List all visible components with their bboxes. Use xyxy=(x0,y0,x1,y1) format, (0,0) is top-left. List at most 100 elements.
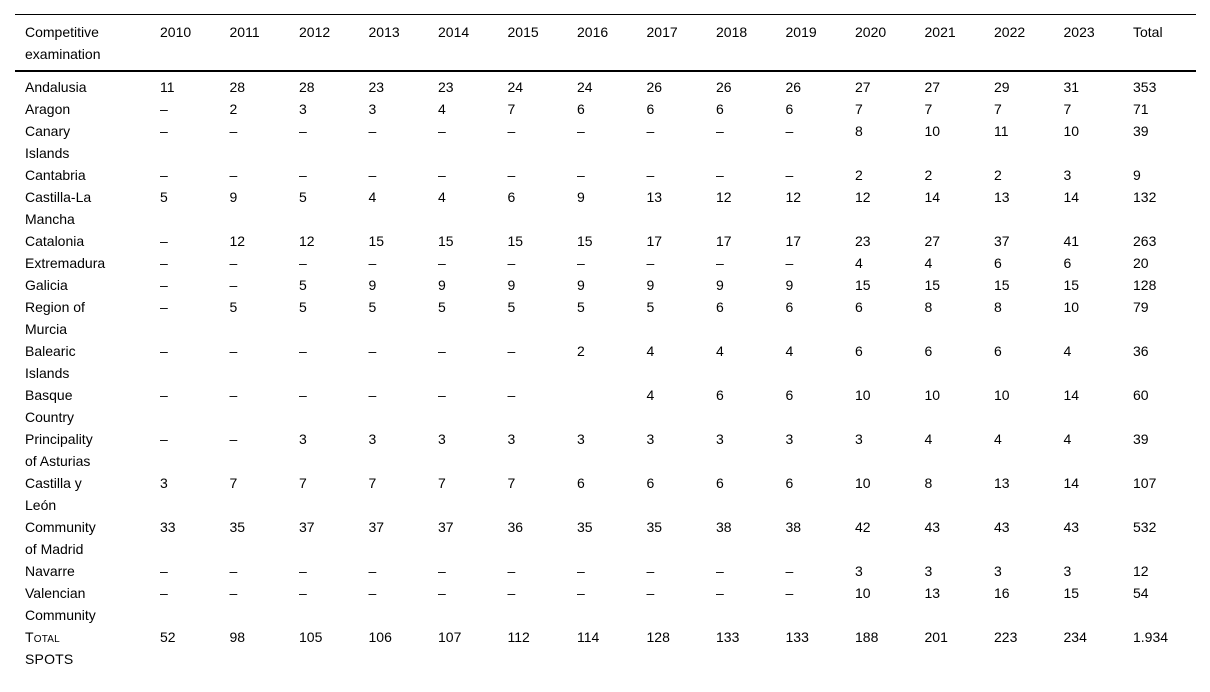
value-cell: 7 xyxy=(299,475,307,491)
value-cell: 15 xyxy=(577,233,593,249)
value-cell: – xyxy=(160,563,168,579)
value-cell: 4 xyxy=(785,343,794,359)
year-column-header: 2014 xyxy=(438,14,508,72)
value-cell: 3 xyxy=(1063,563,1072,579)
value-cell: – xyxy=(160,299,168,315)
value-cell: – xyxy=(160,101,168,117)
value-cell: 35 xyxy=(646,519,663,535)
value-cell: – xyxy=(160,277,168,293)
value-cell: 15 xyxy=(438,233,454,249)
region-cell: Total SPOTS xyxy=(25,629,74,667)
table-row: Castilla-La Mancha 5 9 5 4 4 6 9 13 12 12 12 14 13 14 1… xyxy=(15,186,1196,230)
value-cell: 11 xyxy=(160,79,175,95)
value-cell: – xyxy=(299,387,307,403)
value-cell: 43 xyxy=(924,519,941,535)
total-value-cell: 60 xyxy=(1133,387,1149,403)
value-cell: 23 xyxy=(368,79,385,95)
value-cell: 35 xyxy=(229,519,246,535)
table-row: Total SPOTS 52 98 105 106 107 112 114 128 133 133 1… xyxy=(15,626,1196,692)
value-cell: 5 xyxy=(160,189,168,205)
value-cell: – xyxy=(646,123,655,139)
value-cell: – xyxy=(646,255,655,271)
value-cell: – xyxy=(368,123,377,139)
value-cell: – xyxy=(368,255,377,271)
value-cell: 14 xyxy=(1063,475,1080,491)
value-cell: – xyxy=(299,255,307,271)
year-column-header: 2010 xyxy=(160,14,230,72)
value-cell: – xyxy=(368,585,377,601)
value-cell: 3 xyxy=(855,431,863,447)
region-cell: Catalonia xyxy=(25,233,85,249)
value-cell: 33 xyxy=(160,519,176,535)
year-column-header: 2013 xyxy=(368,14,438,72)
value-cell: 133 xyxy=(716,629,740,645)
value-cell: 6 xyxy=(646,475,655,491)
value-cell: 15 xyxy=(855,277,871,293)
total-value-cell: 20 xyxy=(1133,255,1149,271)
region-cell: Castilla-La Mancha xyxy=(25,189,92,227)
value-cell: 128 xyxy=(646,629,670,645)
value-cell: – xyxy=(299,343,307,359)
value-cell: – xyxy=(507,563,516,579)
value-cell: 28 xyxy=(299,79,315,95)
table-row: Balearic Islands – – – – – – 2 4 4 4 6 6 6 4 36 xyxy=(15,340,1196,384)
value-cell: 5 xyxy=(438,299,446,315)
table-header: Competitive examination 2010 2011 2012 2013 2… xyxy=(15,14,1196,72)
value-cell: 7 xyxy=(994,101,1002,117)
value-cell: – xyxy=(160,167,168,183)
value-cell: – xyxy=(577,585,585,601)
value-cell: 9 xyxy=(368,277,377,293)
value-cell: 10 xyxy=(855,475,871,491)
value-cell: 201 xyxy=(924,629,948,645)
table-row: Principality of Asturias – – 3 3 3 3 3 3 3 3 3 4 4 4 39 xyxy=(15,428,1196,472)
value-cell: 41 xyxy=(1063,233,1080,249)
total-value-cell: 39 xyxy=(1133,431,1149,447)
value-cell: 6 xyxy=(716,475,724,491)
value-cell: – xyxy=(438,343,446,359)
value-cell: 6 xyxy=(994,343,1002,359)
table-row: Andalusia 11 28 28 23 23 24 24 26 26 26 27 27 29 31 353 xyxy=(15,71,1196,98)
value-cell: 3 xyxy=(924,563,933,579)
value-cell: – xyxy=(160,123,168,139)
value-cell: 42 xyxy=(855,519,871,535)
table-row: Catalonia – 12 12 15 15 15 15 17 17 17 23 27 37 41 263 xyxy=(15,230,1196,252)
value-cell: 98 xyxy=(229,629,246,645)
value-cell: 4 xyxy=(438,101,446,117)
value-cell: 4 xyxy=(994,431,1002,447)
value-cell: 16 xyxy=(994,585,1010,601)
region-cell: Community of Madrid xyxy=(25,519,96,557)
value-cell: 105 xyxy=(299,629,323,645)
value-cell: 17 xyxy=(785,233,802,249)
value-cell: – xyxy=(507,343,516,359)
value-cell: – xyxy=(160,431,168,447)
value-cell: – xyxy=(368,343,377,359)
value-cell: 23 xyxy=(438,79,454,95)
value-cell: – xyxy=(507,255,516,271)
value-cell: – xyxy=(646,167,655,183)
value-cell: 114 xyxy=(577,629,600,645)
value-cell: 4 xyxy=(716,343,724,359)
value-cell: 13 xyxy=(646,189,663,205)
year-column-header: 2019 xyxy=(785,14,855,72)
table-container: Competitive examination 2010 2011 2012 2013 2… xyxy=(15,14,1196,692)
value-cell: – xyxy=(160,343,168,359)
value-cell: – xyxy=(229,343,238,359)
year-column-header: 2015 xyxy=(507,14,577,72)
value-cell: 37 xyxy=(438,519,454,535)
value-cell: – xyxy=(507,167,516,183)
value-cell: – xyxy=(229,123,238,139)
value-cell: 6 xyxy=(716,101,724,117)
value-cell: – xyxy=(785,255,794,271)
value-cell: 5 xyxy=(577,299,585,315)
region-cell: Balearic Islands xyxy=(25,343,76,381)
region-cell: Galicia xyxy=(25,277,68,293)
value-cell: 52 xyxy=(160,629,176,645)
value-cell: 15 xyxy=(368,233,385,249)
value-cell: 37 xyxy=(994,233,1010,249)
value-cell: 7 xyxy=(924,101,933,117)
value-cell: – xyxy=(438,585,446,601)
year-column-header: 2011 xyxy=(229,14,299,72)
value-cell: – xyxy=(716,167,724,183)
value-cell: 2 xyxy=(229,101,238,117)
